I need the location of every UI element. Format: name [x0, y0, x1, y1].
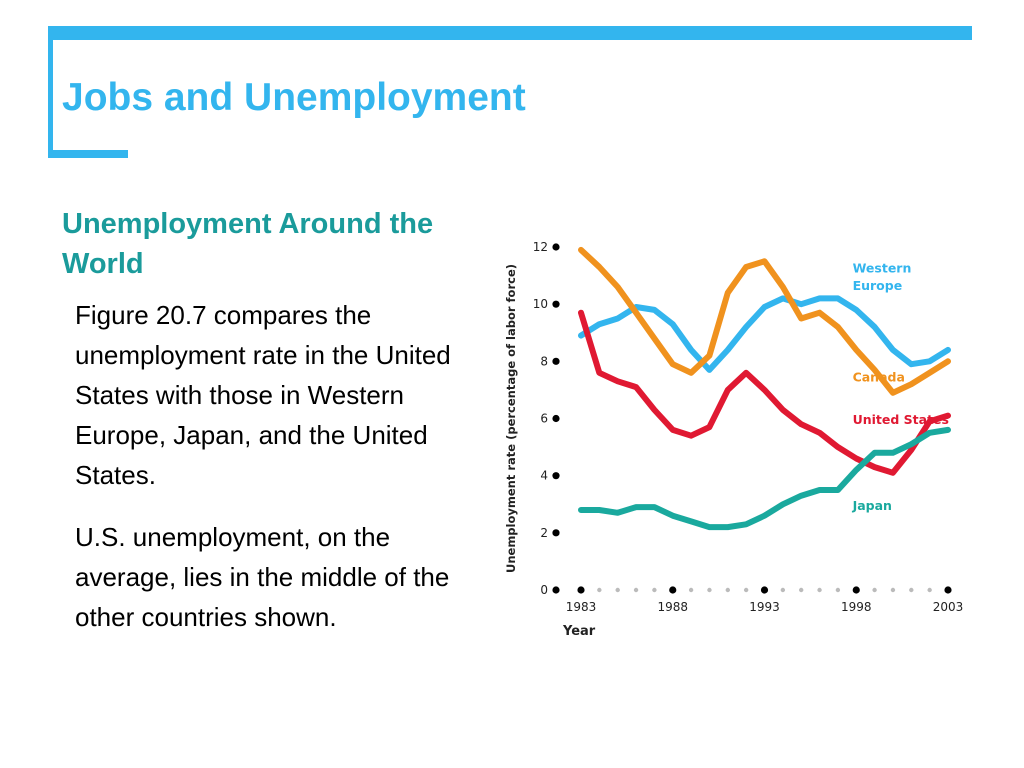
- series-line-united-states: [578, 309, 951, 476]
- y-tick-marker: [552, 243, 560, 251]
- x-axis-dot: [707, 587, 712, 593]
- y-tick-label: 10: [533, 297, 548, 311]
- title-underline-accent: [48, 150, 128, 158]
- y-tick-marker: [552, 529, 560, 537]
- x-axis-dot: [633, 587, 639, 593]
- x-axis-dot: [688, 587, 694, 593]
- y-tick-label: 6: [540, 412, 548, 426]
- y-tick-marker: [552, 300, 560, 308]
- legend-label-japan: Japan: [852, 498, 892, 513]
- left-accent-bar: [48, 26, 53, 158]
- x-tick-marker: [944, 586, 952, 594]
- x-tick-label: 1993: [749, 600, 780, 614]
- x-tick-label: 1983: [566, 600, 597, 614]
- x-axis-dot: [799, 587, 804, 593]
- y-tick-label: 2: [540, 526, 548, 540]
- x-axis-dot: [780, 587, 786, 593]
- x-axis-dot: [615, 587, 620, 593]
- x-axis-dot: [652, 587, 657, 593]
- body-paragraph-1: Figure 20.7 compares the unemployment ra…: [75, 300, 451, 490]
- slide-subtitle: Unemployment Around the World: [62, 208, 434, 280]
- series-line-western-europe: [578, 295, 951, 373]
- top-accent-bar: [52, 26, 972, 40]
- x-tick-label: 2003: [933, 600, 964, 614]
- legend-label-western-europe: Western: [853, 261, 912, 276]
- y-tick-marker: [552, 414, 560, 423]
- y-tick-marker: [552, 357, 560, 365]
- y-tick-label: 0: [540, 583, 548, 597]
- y-tick-marker: [552, 472, 560, 480]
- x-tick-label: 1998: [841, 600, 872, 614]
- y-tick-marker: [552, 586, 560, 594]
- legend-label-canada: Canada: [853, 369, 905, 384]
- unemployment-line-chart: 0 2 4 6 8 10 12 1983 1988 1993 1998 2003 Year Unemplo…: [504, 240, 964, 639]
- y-axis-label: Unemployment rate (percentage of labor f…: [504, 264, 518, 573]
- x-tick-marker: [669, 586, 677, 594]
- x-axis-dot: [909, 587, 914, 593]
- slide-title: Jobs and Unemployment: [62, 76, 526, 119]
- x-tick-marker: [760, 586, 769, 594]
- series-line-canada: [578, 246, 951, 396]
- y-tick-label: 8: [540, 354, 548, 368]
- x-tick-marker: [852, 586, 860, 594]
- x-axis-dot: [743, 587, 749, 593]
- x-tick-label: 1988: [657, 600, 688, 614]
- series-line-japan: [578, 426, 951, 531]
- x-axis-dot: [872, 587, 877, 593]
- x-axis-dot: [927, 587, 932, 593]
- legend-label-united-states: United States: [853, 412, 949, 427]
- x-axis-dot: [835, 587, 841, 593]
- x-axis-label: Year: [562, 624, 596, 639]
- x-axis-dot: [890, 587, 896, 593]
- body-paragraph-2: U.S. unemployment, on the average, lies …: [75, 522, 450, 632]
- y-tick-label: 12: [533, 240, 548, 254]
- x-axis-dot: [817, 587, 822, 593]
- y-tick-label: 4: [540, 469, 548, 483]
- x-axis-dot: [725, 587, 730, 593]
- x-tick-marker: [577, 586, 585, 594]
- legend-label-western-europe: Europe: [853, 278, 903, 293]
- x-axis-dot: [597, 587, 602, 593]
